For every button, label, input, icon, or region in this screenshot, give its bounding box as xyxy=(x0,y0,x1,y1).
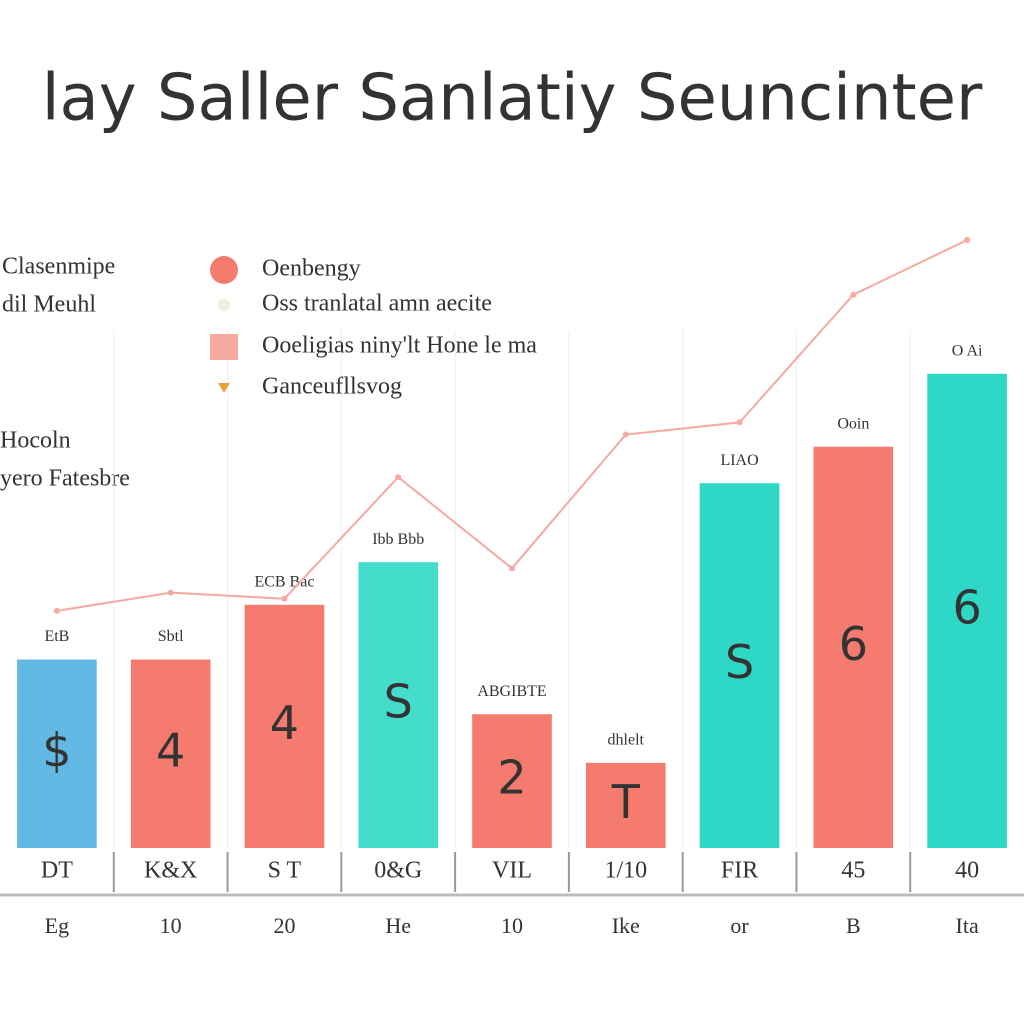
line-point xyxy=(281,595,288,602)
x-sub-label: 10 xyxy=(501,913,523,938)
bar-top-label: Sbtl xyxy=(158,628,184,645)
bar xyxy=(927,373,1007,848)
side-note: Clasenmipe xyxy=(2,254,115,280)
side-note: yero Fatesbre xyxy=(0,466,130,492)
bar-top-label: EtB xyxy=(44,628,69,645)
bar-top-label: Ooin xyxy=(837,415,869,432)
bar xyxy=(813,446,894,848)
x-sub-label: or xyxy=(730,913,749,938)
bar-text: S xyxy=(384,675,413,729)
legend-label: Oenbengy xyxy=(262,256,361,282)
bar-text: S xyxy=(725,635,754,689)
bar xyxy=(358,562,439,848)
x-tick-label: DT xyxy=(41,858,73,884)
bar xyxy=(130,659,211,848)
x-sub-label: 10 xyxy=(160,913,182,938)
bar-top-label: Ibb Bbb xyxy=(372,531,424,548)
legend-swatch xyxy=(210,256,238,284)
x-tick-label: VIL xyxy=(492,858,532,884)
bar xyxy=(585,762,666,848)
bar-text: 6 xyxy=(839,617,868,671)
chart-title: lay Saller Sanlatiy Seuncinter xyxy=(42,62,983,136)
x-tick-label: S T xyxy=(268,858,302,884)
legend-label: Oss tranlatal amn aecite xyxy=(262,291,492,317)
bar-top-label: dhlelt xyxy=(608,732,645,749)
legend-swatch xyxy=(218,299,230,311)
line-point xyxy=(736,419,743,426)
x-sub-label: 20 xyxy=(273,913,295,938)
bar xyxy=(17,659,97,848)
x-sub-label: B xyxy=(846,913,861,938)
bar-text: $ xyxy=(42,723,71,777)
legend-label: Ooeligias niny'lt Hone le ma xyxy=(262,333,537,359)
x-tick-label: 1/10 xyxy=(604,858,647,884)
line-point xyxy=(509,565,515,572)
bar xyxy=(699,483,780,848)
side-note: Hocoln xyxy=(0,428,71,454)
legend-label: Ganceufllsvog xyxy=(262,374,402,400)
x-sub-label: Ita xyxy=(956,913,979,938)
bar-text: T xyxy=(611,775,641,829)
bar-top-label: ABGIBTE xyxy=(477,683,546,700)
x-tick-label: K&X xyxy=(144,858,197,884)
line-point xyxy=(622,431,629,438)
x-tick-label: 0&G xyxy=(374,858,422,884)
line-point xyxy=(395,474,402,481)
bar xyxy=(472,714,552,848)
line-point xyxy=(850,291,857,298)
legend-swatch xyxy=(210,334,238,360)
side-note: dil Meuhl xyxy=(2,292,96,318)
bar-text: 4 xyxy=(270,696,299,750)
bar-text: 2 xyxy=(497,751,526,805)
line-point xyxy=(964,237,971,243)
bar-text: 6 xyxy=(952,580,981,634)
bar xyxy=(244,604,325,848)
bar-text: 4 xyxy=(156,723,185,777)
x-sub-label: Ike xyxy=(612,913,640,938)
bar-top-label: O Ai xyxy=(952,342,983,359)
bar-top-label: ECB Bac xyxy=(254,573,314,590)
x-sub-label: He xyxy=(385,913,411,938)
x-tick-label: 40 xyxy=(955,858,979,884)
x-tick-label: 45 xyxy=(841,858,865,884)
bar-top-label: LIAO xyxy=(720,452,758,469)
x-sub-label: Eg xyxy=(45,913,69,938)
x-tick-label: FIR xyxy=(721,858,758,884)
line-point xyxy=(53,607,60,614)
line-point xyxy=(167,589,174,596)
legend-swatch xyxy=(218,383,230,393)
